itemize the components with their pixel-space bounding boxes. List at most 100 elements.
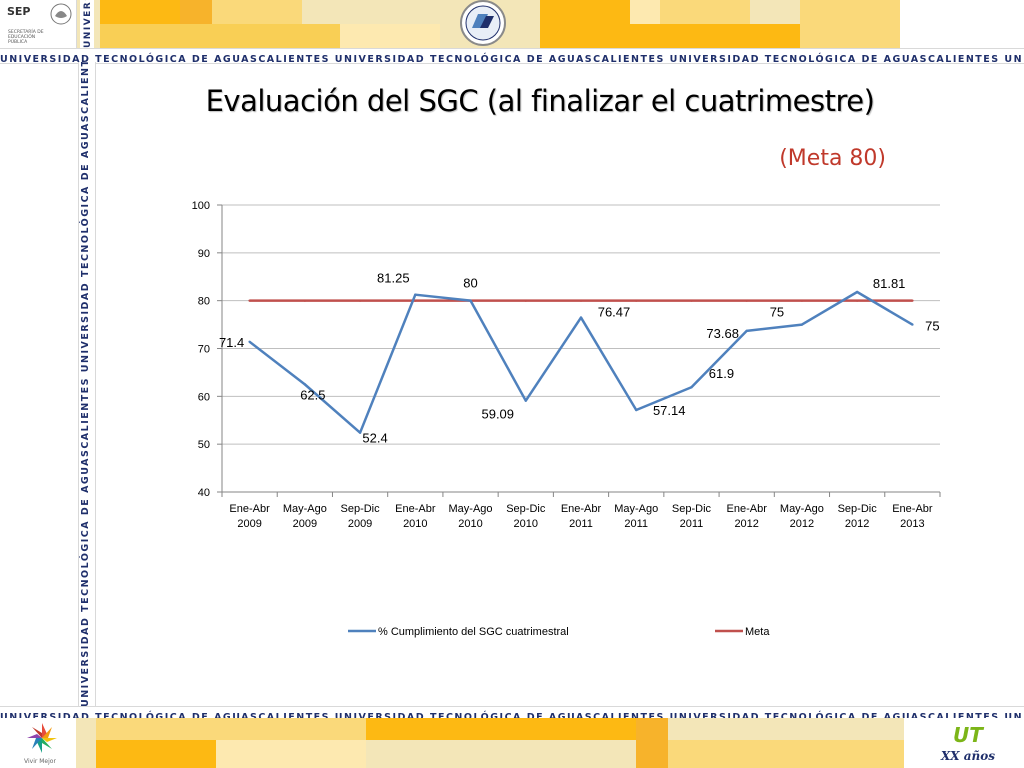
- banner-block: [904, 718, 1024, 768]
- banner-block: [668, 740, 904, 768]
- y-tick-label: 80: [198, 296, 210, 308]
- sep-label: SEP: [7, 5, 31, 18]
- data-point: [579, 316, 583, 319]
- x-tick-label: Ene-Abr 2013: [892, 503, 933, 530]
- chart-legend: % Cumplimiento del SGC cuatrimestral Meta: [348, 626, 770, 638]
- data-point: [303, 299, 307, 302]
- x-tick-label: May-Ago 2010: [449, 503, 493, 530]
- data-label: 73.68: [706, 326, 739, 341]
- x-tick-label: Ene-Abr 2011: [561, 503, 602, 530]
- banner-block: [800, 0, 900, 48]
- chart-grid: [217, 204, 941, 497]
- x-tick-label: Sep-Dic 2010: [506, 503, 546, 530]
- banner-block: [900, 0, 1024, 48]
- data-point: [800, 299, 804, 302]
- ut-emblem-icon: [460, 0, 506, 46]
- y-tick-label: 70: [198, 344, 210, 356]
- data-label: 81.81: [873, 276, 906, 291]
- sep-logo: SEP SECRETARÍA DE EDUCACIÓN PÚBLICA: [0, 0, 77, 48]
- vertical-stripe-top: UNIVERSIDAD TECNOLÓGICA DE AGUASCALIENTE…: [80, 0, 94, 48]
- vivir-mejor-caption: Vivir Mejor: [24, 758, 56, 765]
- chart-series: [248, 290, 914, 434]
- bottom-stripe-text: UNIVERSIDAD TECNOLÓGICA DE AGUASCALIENTE…: [0, 712, 1024, 722]
- banner-block: [660, 0, 750, 24]
- sep-subtitle: SECRETARÍA DE EDUCACIÓN PÚBLICA: [8, 30, 44, 45]
- data-point: [524, 399, 527, 402]
- banner-block: [100, 0, 180, 24]
- data-point: [690, 299, 693, 302]
- x-tick-label: Sep-Dic 2009: [341, 503, 381, 530]
- banner-block: [540, 0, 630, 24]
- data-labels: 71.4 62.5 52.4 81.25 80 59.09 76.47 57.14 61.9 73…: [219, 271, 940, 446]
- data-label: 75: [770, 305, 784, 320]
- data-label: 52.4: [362, 431, 387, 446]
- vivir-mejor-logo-icon: [27, 723, 57, 753]
- x-tick-label: Sep-Dic 2011: [672, 503, 712, 530]
- data-point: [745, 329, 748, 333]
- data-point: [690, 386, 693, 389]
- data-point: [745, 299, 748, 302]
- y-tick-label: 60: [198, 391, 210, 403]
- line-chart: 40 50 60 70 80 90 100 Ene-Abr 2009 May-Ago 2009 Se…: [192, 200, 941, 638]
- y-tick-label: 100: [192, 200, 210, 212]
- banner-block: [340, 24, 440, 48]
- data-point: [800, 323, 804, 326]
- data-point: [248, 299, 251, 302]
- data-label: 71.4: [219, 335, 244, 350]
- bottom-banner: [0, 718, 1024, 768]
- data-label: 81.25: [377, 271, 410, 286]
- data-point: [358, 299, 362, 302]
- data-point: [579, 299, 583, 302]
- x-tick-label: May-Ago 2009: [283, 503, 327, 530]
- data-point: [248, 340, 251, 344]
- x-tick-label: Ene-Abr 2010: [395, 503, 436, 530]
- banner-block: [96, 740, 216, 768]
- y-axis-ticks: 40 50 60 70 80 90 100: [192, 200, 210, 499]
- anniversary-text: XX años: [940, 749, 995, 763]
- data-point: [469, 299, 472, 302]
- x-axis-ticks: Ene-Abr 2009 May-Ago 2009 Sep-Dic 2009 Ene-Abr…: [229, 503, 932, 530]
- top-stripe-text: UNIVERSIDAD TECNOLÓGICA DE AGUASCALIENTE…: [0, 54, 1024, 64]
- banner-block: [216, 740, 366, 768]
- data-label: 57.14: [653, 403, 686, 418]
- banner-block: [630, 0, 660, 24]
- legend-label-meta: Meta: [745, 626, 770, 638]
- y-tick-label: 50: [198, 439, 210, 451]
- top-text-stripe: UNIVERSIDAD TECNOLÓGICA DE AGUASCALIENTE…: [0, 48, 1024, 64]
- mexico-seal-icon: [50, 3, 72, 25]
- vertical-stripe-text: UNIVERSIDAD TECNOLÓGICA DE AGUASCALIENTE…: [80, 62, 91, 707]
- ut-logo-text: UT: [953, 723, 984, 747]
- series-line-cumplimiento: [248, 290, 914, 434]
- data-point: [911, 299, 914, 302]
- banner-block: [96, 718, 366, 740]
- data-label: 61.9: [709, 366, 734, 381]
- data-label: 75: [925, 319, 939, 334]
- data-point: [414, 299, 417, 302]
- banner-block: [100, 24, 340, 48]
- y-tick-label: 40: [198, 487, 210, 499]
- x-tick-label: May-Ago 2012: [780, 503, 824, 530]
- data-label: 62.5: [300, 387, 325, 402]
- banner-block: [180, 0, 212, 24]
- x-tick-label: Sep-Dic 2012: [838, 503, 878, 530]
- xx-anniversary-logo-icon: UT XX años: [940, 723, 995, 763]
- x-tick-label: Ene-Abr 2009: [229, 503, 270, 530]
- data-label: 76.47: [598, 305, 631, 320]
- banner-block: [212, 0, 302, 24]
- data-point: [635, 408, 638, 412]
- data-label: 59.09: [481, 407, 514, 422]
- data-point: [358, 431, 362, 434]
- legend-label-cumplimiento: % Cumplimiento del SGC cuatrimestral: [378, 626, 569, 638]
- vertical-stripe-top-text: UNIVERSIDAD TECNOLÓGICA DE AGUASCALIENTE…: [83, 0, 93, 48]
- data-point: [414, 293, 417, 296]
- x-tick-label: Ene-Abr 2012: [727, 503, 768, 530]
- y-tick-label: 90: [198, 248, 210, 260]
- x-tick-label: May-Ago 2011: [614, 503, 658, 530]
- data-point: [635, 299, 638, 302]
- slide-title: Evaluación del SGC (al finalizar el cuat…: [205, 84, 875, 118]
- banner-block: [366, 718, 636, 740]
- vertical-stripe: UNIVERSIDAD TECNOLÓGICA DE AGUASCALIENTE…: [78, 62, 96, 707]
- data-point: [303, 383, 307, 386]
- banner-block: [636, 718, 668, 768]
- data-label: 80: [463, 276, 477, 291]
